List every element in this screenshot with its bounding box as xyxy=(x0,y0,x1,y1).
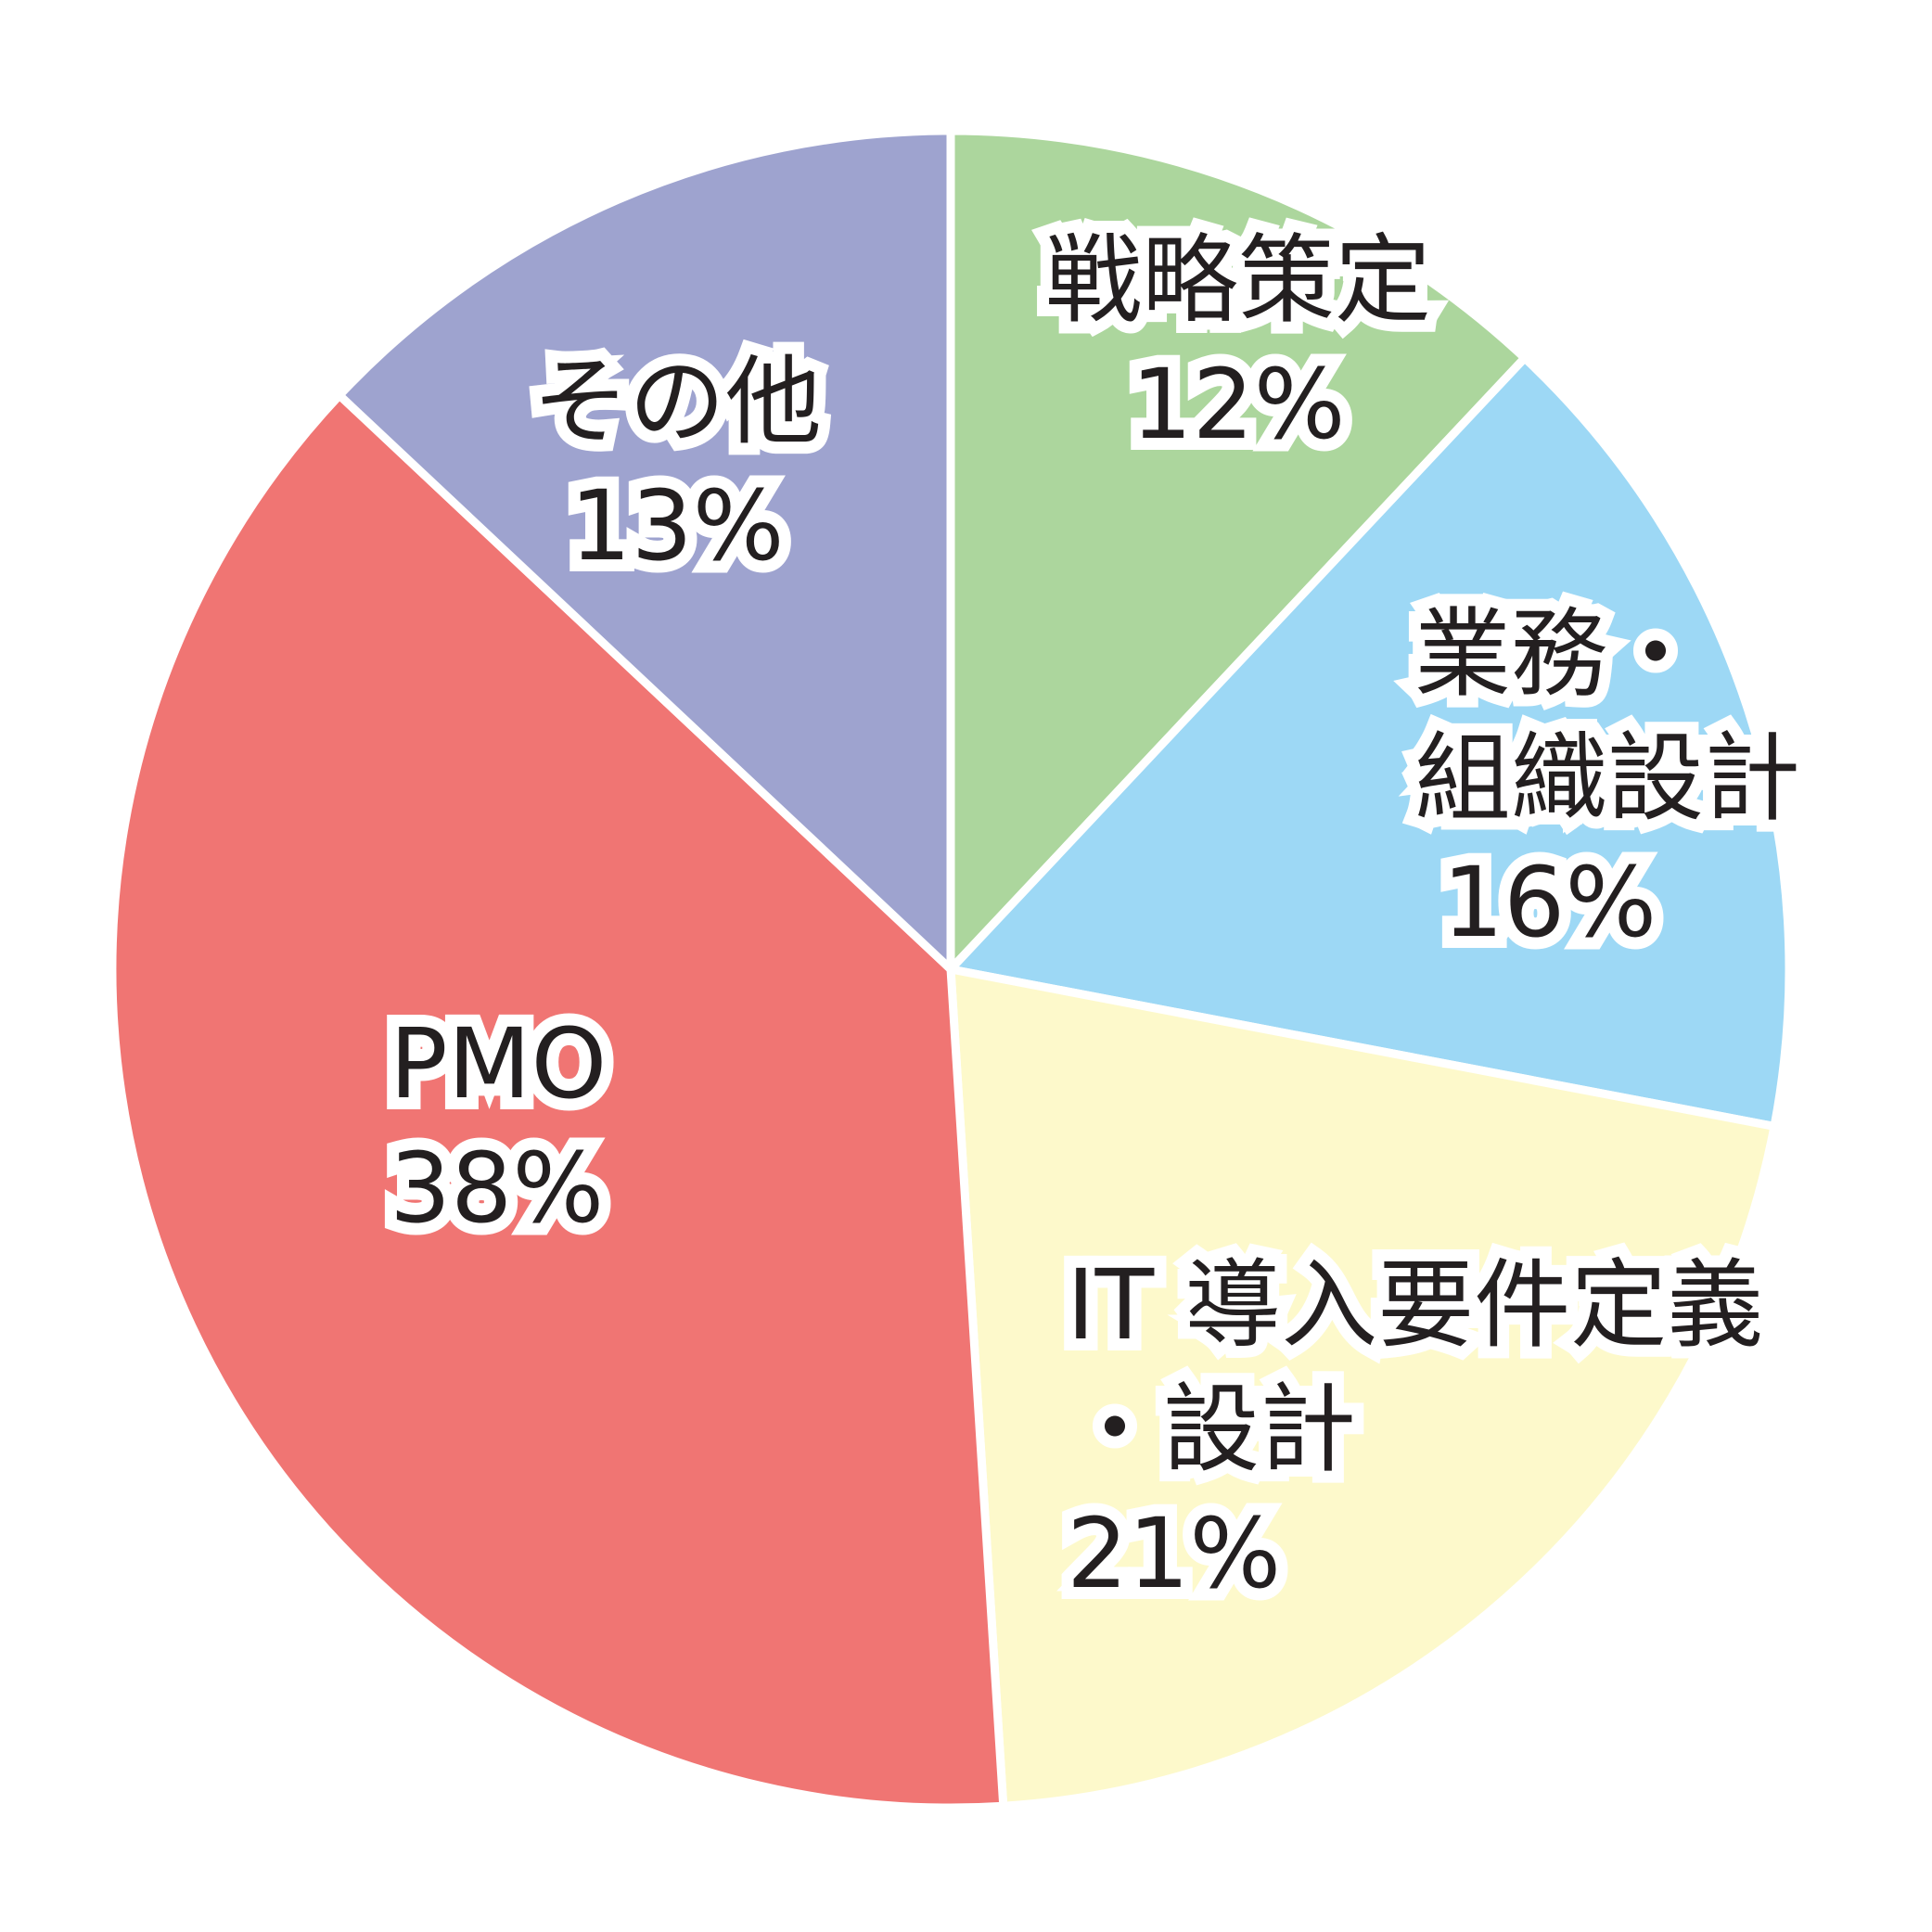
pie-slice xyxy=(946,964,1780,1810)
slice-label-line: 業務・ xyxy=(1402,585,1716,723)
slice-label-strategy: 戦略策定 12% xyxy=(997,211,1479,473)
pie-slice xyxy=(946,126,1531,980)
slice-label-other: その他 13% xyxy=(482,333,872,595)
slice-value-label: 21% xyxy=(1055,1485,1293,1622)
slice-label-line: PMO xyxy=(377,995,619,1132)
slice-value-label: 16% xyxy=(1430,834,1669,971)
slice-label-line: 組織設計 xyxy=(1402,710,1812,847)
slice-label-pmo: PMO 38% xyxy=(377,995,779,1257)
slice-label-it-requirements-design: IT 導入要件定義 ・設計 21% xyxy=(1055,1236,1901,1622)
pie-slice xyxy=(942,352,1794,1132)
slice-value-label: 13% xyxy=(557,457,796,595)
pie-slice xyxy=(333,126,955,979)
slice-value-label: 12% xyxy=(1119,336,1357,473)
slice-label-line: ・設計 xyxy=(1055,1361,1368,1498)
slice-label-business-org-design: 業務・ 組織設計 16% xyxy=(1402,585,1915,971)
slice-label-line: その他 xyxy=(520,333,834,470)
slice-label-line: 戦略策定 xyxy=(1033,211,1443,349)
pie-slice xyxy=(108,389,1008,1812)
slice-value-label: 38% xyxy=(377,1120,616,1257)
slice-label-line: IT 導入要件定義 xyxy=(1055,1236,1775,1374)
